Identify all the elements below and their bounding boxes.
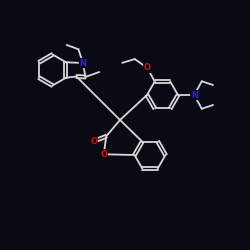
Text: N: N xyxy=(191,90,198,100)
Text: N: N xyxy=(80,58,86,68)
Text: O: O xyxy=(100,150,107,159)
Text: O: O xyxy=(144,63,151,72)
Text: O: O xyxy=(90,137,97,146)
